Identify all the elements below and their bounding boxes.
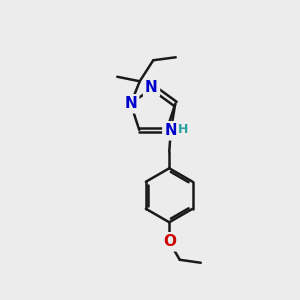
Text: O: O (163, 234, 176, 249)
Text: H: H (178, 123, 188, 136)
Text: N: N (124, 96, 137, 111)
Text: N: N (145, 80, 158, 95)
Text: N: N (164, 123, 177, 138)
